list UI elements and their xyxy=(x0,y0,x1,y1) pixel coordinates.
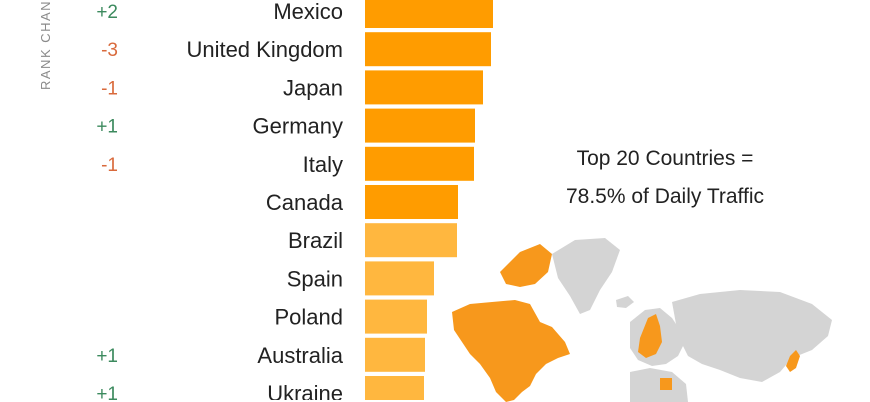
bar-mexico xyxy=(365,0,493,28)
bar-spain xyxy=(365,261,434,296)
map-asia xyxy=(672,290,832,382)
map-canada-islands xyxy=(500,244,552,287)
map-iceland xyxy=(616,296,634,308)
map-greenland xyxy=(552,238,620,314)
bar-canada xyxy=(365,185,458,219)
category-label: Australia xyxy=(257,343,343,368)
category-label: Spain xyxy=(287,266,343,291)
rank-change-value: -1 xyxy=(101,78,118,99)
bar-japan xyxy=(365,70,483,105)
rank-change-value: +2 xyxy=(96,2,118,23)
category-label: United Kingdom xyxy=(186,37,343,62)
category-label: Poland xyxy=(274,305,343,330)
category-label: Japan xyxy=(283,75,343,100)
rank-change-value: +1 xyxy=(96,384,118,400)
bar-australia xyxy=(365,337,425,372)
bar-united-kingdom xyxy=(365,32,491,67)
bar-ukraine xyxy=(365,376,424,400)
annotation-line-2: 78.5% of Daily Traffic xyxy=(565,185,765,208)
bar-italy xyxy=(365,146,474,181)
rank-change-value: -3 xyxy=(101,40,118,61)
category-label: Brazil xyxy=(288,228,343,253)
rank-change-value: +1 xyxy=(96,117,118,138)
category-label: Mexico xyxy=(273,0,343,24)
bar-brazil xyxy=(365,223,457,258)
category-label: Germany xyxy=(253,114,343,139)
annotation-line-1: Top 20 Countries = xyxy=(576,147,754,170)
map-north-america xyxy=(452,300,570,402)
map-egypt xyxy=(660,378,672,390)
category-label: Italy xyxy=(303,152,343,177)
category-label: Canada xyxy=(266,190,344,215)
rank-change-value: +1 xyxy=(96,346,118,367)
bar-germany xyxy=(365,108,475,143)
world-map xyxy=(452,238,832,402)
category-label: Ukraine xyxy=(267,381,343,400)
bar-poland xyxy=(365,299,427,334)
map-japan xyxy=(786,350,800,372)
map-europe-highlight xyxy=(638,314,662,358)
map-africa xyxy=(630,368,688,402)
rank-change-value: -1 xyxy=(101,155,118,176)
